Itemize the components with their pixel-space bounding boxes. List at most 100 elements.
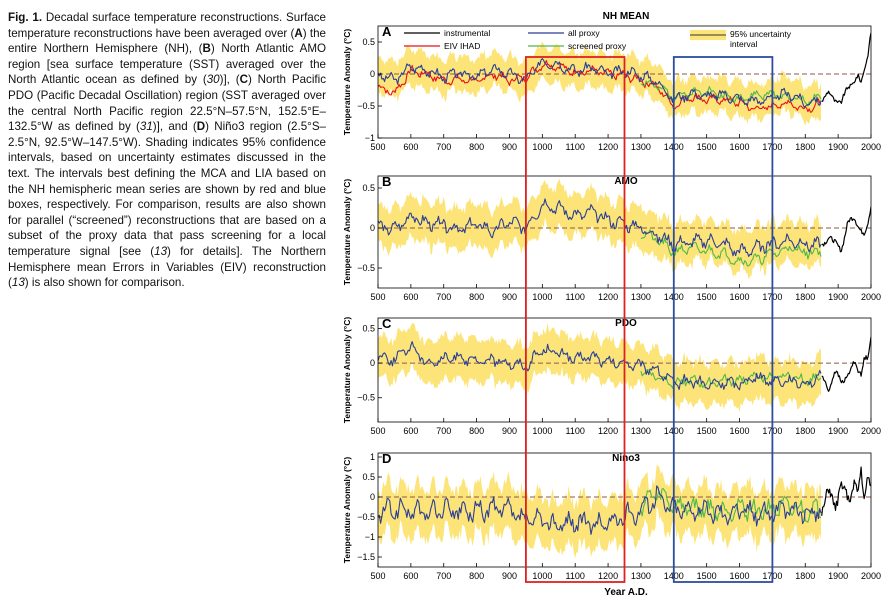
- screened-proxy-line: [640, 488, 822, 523]
- caption-text: ) for details]. The Northern Hemisphere …: [8, 244, 327, 290]
- panel-letter: A: [382, 24, 392, 39]
- x-tick-label: 600: [403, 426, 418, 436]
- x-tick-label: 600: [403, 142, 418, 152]
- instrumental-line: [821, 466, 871, 516]
- x-tick-label: 1000: [532, 571, 552, 581]
- x-tick-label: 1100: [566, 426, 585, 436]
- lia-box: [672, 56, 774, 583]
- x-tick-label: 1000: [532, 142, 552, 152]
- y-tick-label: −1: [365, 133, 375, 143]
- uncertainty-band: [378, 41, 821, 126]
- x-tick-label: 700: [436, 426, 451, 436]
- screened-proxy-line: [640, 80, 822, 107]
- x-tick-label: 1900: [828, 142, 848, 152]
- y-tick-label: 0: [370, 223, 375, 233]
- panel-title: PDO: [615, 318, 637, 329]
- caption-text: 13: [154, 244, 168, 258]
- x-tick-label: 2000: [861, 292, 881, 302]
- x-tick-label: 1600: [730, 292, 750, 302]
- caption-text: Decadal surface temperature reconstructi…: [8, 11, 326, 40]
- x-tick-label: 1500: [697, 292, 717, 302]
- x-tick-label: 1100: [566, 142, 585, 152]
- figure-caption: Fig. 1. Decadal surface temperature reco…: [8, 10, 326, 291]
- panel-letter: C: [382, 316, 392, 331]
- panel-letter: D: [382, 451, 391, 466]
- x-tick-label: 1900: [828, 571, 848, 581]
- x-tick-label: 1900: [828, 426, 848, 436]
- x-tick-label: 900: [502, 292, 517, 302]
- x-tick-label: 1200: [598, 292, 618, 302]
- y-tick-label: −1.5: [357, 552, 375, 562]
- caption-text: )], (: [219, 73, 240, 87]
- caption-text: 31: [139, 120, 153, 134]
- caption-text: D: [196, 120, 206, 134]
- all-proxy-line: [378, 198, 822, 257]
- plot-area: [378, 178, 871, 280]
- all-proxy-line: [378, 341, 822, 391]
- caption-text: A: [294, 26, 303, 40]
- plot-area: [378, 322, 871, 413]
- y-tick-label: −1: [365, 532, 375, 542]
- caption-text: ) North Pacific PDO (Pacific Decadal Osc…: [8, 73, 326, 134]
- y-tick-label: −0.5: [357, 263, 375, 273]
- x-tick-label: 1600: [730, 142, 750, 152]
- chart-panel-b: −0.5 0 0.5 500 600 700 800 900 1000 1100 1200 1300 1…: [342, 174, 881, 302]
- x-tick-label: 500: [370, 292, 385, 302]
- x-tick-label: 1200: [598, 142, 618, 152]
- instrumental-line: [821, 206, 871, 253]
- uncertainty-band: [378, 322, 821, 413]
- y-tick-label: −0.5: [357, 101, 375, 111]
- legend-label-band: interval: [730, 39, 758, 49]
- x-tick-label: 900: [502, 142, 517, 152]
- x-tick-label: 1000: [532, 426, 552, 436]
- y-axis-label: Temperature Anomaly (°C): [342, 457, 352, 564]
- y-tick-label: 1: [370, 452, 375, 462]
- x-tick-label: 1800: [795, 292, 815, 302]
- caption-text: 13: [11, 276, 25, 290]
- y-tick-label: 0: [370, 358, 375, 368]
- x-tick-label: 2000: [861, 426, 881, 436]
- caption-text: 30: [206, 73, 220, 87]
- y-tick-label: 0: [370, 69, 375, 79]
- panel-letter: B: [382, 174, 391, 189]
- x-tick-label: 800: [469, 426, 484, 436]
- caption-text: C: [239, 73, 248, 87]
- x-tick-label: 1500: [697, 142, 717, 152]
- y-axis-label: Temperature Anomaly (°C): [342, 29, 352, 136]
- x-axis-label: Year A.D.: [604, 587, 648, 598]
- caption-text: ) Niño3 region (2.5°S–2.5°N, 92.5°W–147.…: [8, 120, 326, 258]
- y-tick-label: 0.5: [362, 323, 375, 333]
- x-tick-label: 1800: [795, 571, 815, 581]
- x-tick-label: 2000: [861, 571, 881, 581]
- uncertainty-band: [378, 464, 821, 559]
- plot-area: [378, 464, 871, 559]
- uncertainty-band: [378, 178, 821, 280]
- instrumental-line: [821, 336, 871, 392]
- instrumental-line: [821, 32, 871, 104]
- x-tick-label: 1200: [598, 426, 618, 436]
- x-tick-label: 1800: [795, 426, 815, 436]
- y-tick-label: 0.5: [362, 183, 375, 193]
- x-tick-label: 1500: [697, 571, 717, 581]
- caption-text: )], and (: [152, 120, 197, 134]
- x-tick-label: 1100: [566, 571, 585, 581]
- x-tick-label: 500: [370, 142, 385, 152]
- legend: instrumental EIV IHAD all proxy screened pr…: [404, 28, 792, 51]
- x-tick-label: 1300: [631, 571, 651, 581]
- screened-proxy-line: [640, 229, 822, 267]
- legend-label-instrumental: instrumental: [444, 28, 490, 38]
- y-axis-label: Temperature Anomaly (°C): [342, 317, 352, 424]
- x-tick-label: 800: [469, 292, 484, 302]
- x-tick-label: 900: [502, 426, 517, 436]
- y-axis-label: Temperature Anomaly (°C): [342, 179, 352, 286]
- x-tick-label: 1600: [730, 571, 750, 581]
- all-proxy-line: [378, 485, 822, 535]
- panel-title: AMO: [614, 176, 638, 187]
- x-tick-label: 800: [469, 571, 484, 581]
- x-tick-label: 800: [469, 142, 484, 152]
- x-tick-label: 700: [436, 142, 451, 152]
- y-tick-label: 0: [370, 492, 375, 502]
- plot-area: [378, 32, 871, 126]
- x-tick-label: 1000: [532, 292, 552, 302]
